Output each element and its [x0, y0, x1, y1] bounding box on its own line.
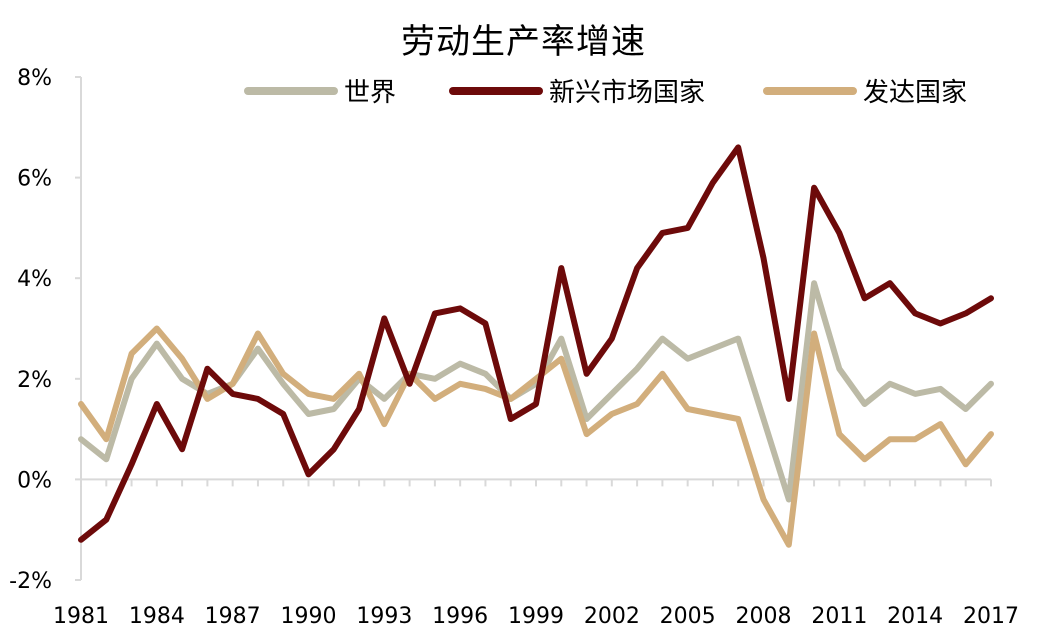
axes [80, 77, 991, 580]
legend-label-2: 新兴市场国家 [549, 78, 705, 108]
y-tick-label: 4% [17, 267, 52, 292]
y-axis-ticks: -2% 0% 2% 4% 6% 8% [9, 66, 81, 594]
y-tick-label: 6% [17, 167, 52, 192]
x-axis-ticks: 1981 1984 1987 1990 1993 1996 1999 2002 2005 2008… [53, 479, 1019, 629]
legend: 世界 新兴市场国家 发达国家 [244, 78, 967, 108]
x-tick-label: 1990 [281, 604, 337, 629]
x-tick-label: 2014 [887, 604, 943, 629]
series-line-3 [78, 325, 994, 548]
x-tick-label: 1987 [205, 604, 261, 629]
y-tick-label: -2% [9, 569, 52, 594]
y-tick-label: 0% [17, 468, 52, 493]
x-tick-label: 1999 [508, 604, 564, 629]
series-layer [78, 144, 994, 548]
x-tick-label: 1984 [129, 604, 185, 629]
x-tick-label: 1996 [432, 604, 488, 629]
series-line-2 [78, 144, 994, 543]
x-tick-label: 1981 [53, 604, 109, 629]
legend-label-3: 发达国家 [863, 78, 967, 108]
y-tick-label: 8% [17, 66, 52, 91]
x-tick-label: 2005 [660, 604, 716, 629]
x-tick-label: 1993 [356, 604, 412, 629]
y-tick-label: 2% [17, 368, 52, 393]
x-tick-label: 2017 [963, 604, 1019, 629]
x-tick-label: 2002 [584, 604, 640, 629]
legend-label-1: 世界 [344, 78, 396, 108]
x-tick-label: 2008 [736, 604, 792, 629]
chart-title: 劳动生产率增速 [401, 22, 646, 62]
x-tick-label: 2011 [811, 604, 867, 629]
